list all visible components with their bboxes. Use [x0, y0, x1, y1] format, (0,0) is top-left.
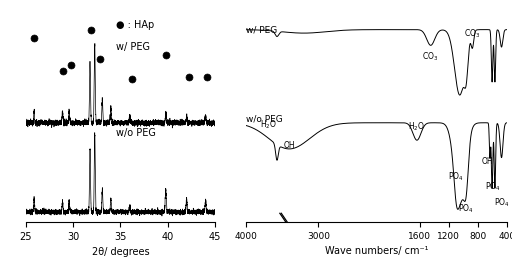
X-axis label: 2θ/ degrees: 2θ/ degrees	[92, 247, 149, 257]
Text: w/ PEG: w/ PEG	[116, 43, 150, 52]
Text: OH: OH	[284, 141, 295, 150]
Text: OH: OH	[481, 157, 493, 166]
Text: CO$_3$: CO$_3$	[464, 27, 481, 39]
Text: PO$_4$: PO$_4$	[458, 202, 474, 215]
Text: PO$_4$: PO$_4$	[494, 196, 509, 209]
Text: CO$_3$: CO$_3$	[422, 51, 438, 63]
X-axis label: Wave numbers/ cm⁻¹: Wave numbers/ cm⁻¹	[325, 246, 428, 256]
Text: H$_2$O: H$_2$O	[260, 118, 277, 131]
Text: w/o PEG: w/o PEG	[116, 128, 156, 138]
Text: PO$_4$: PO$_4$	[448, 170, 464, 183]
Text: PO$_4$: PO$_4$	[485, 180, 501, 193]
Text: H$_2$O: H$_2$O	[409, 121, 425, 133]
Text: w/ PEG: w/ PEG	[246, 25, 277, 34]
Text: w/o PEG: w/o PEG	[246, 114, 283, 123]
Text: ● : HAp: ● : HAp	[116, 20, 154, 30]
